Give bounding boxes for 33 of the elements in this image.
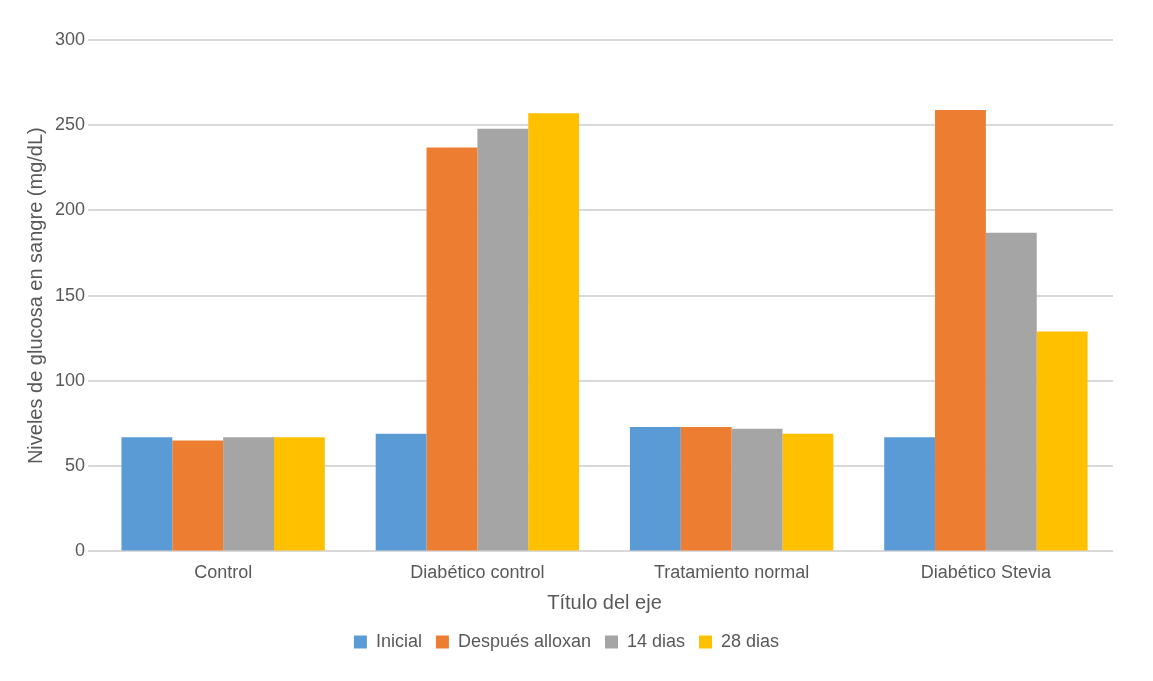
y-tick-label: 50 <box>65 455 86 476</box>
x-tick-label: Diabético control <box>410 562 545 583</box>
bar <box>782 433 834 551</box>
x-tick-label: Diabético Stevia <box>920 562 1052 583</box>
y-tick-label: 0 <box>75 540 86 561</box>
y-tick-label: 300 <box>54 28 86 49</box>
bar <box>223 437 274 551</box>
bar <box>935 109 986 551</box>
bar <box>477 128 529 551</box>
bar <box>426 147 478 551</box>
y-axis-title: Niveles de glucosa en sangre (mg/dL) <box>23 127 46 465</box>
bar <box>680 426 732 551</box>
bar <box>629 426 681 551</box>
bar <box>172 440 224 551</box>
x-tick-label: Tratamiento normal <box>653 562 810 583</box>
x-tick-label: Control <box>194 562 253 583</box>
x-axis-title: Título del eje <box>547 590 662 613</box>
legend-label: 28 dias <box>721 630 780 651</box>
bar <box>528 113 580 551</box>
bar <box>375 433 427 551</box>
y-tick-label: 200 <box>54 199 86 220</box>
bar <box>121 437 173 551</box>
legend-label: Después alloxan <box>457 630 592 651</box>
y-tick-label: 100 <box>54 369 86 390</box>
bar <box>1036 331 1088 551</box>
bar <box>731 428 783 551</box>
y-tick-label: 250 <box>54 114 86 135</box>
legend-label: Inicial <box>375 630 422 651</box>
bar <box>884 437 936 551</box>
bar <box>274 437 325 551</box>
bar <box>985 232 1037 551</box>
legend-label: 14 dias <box>627 630 686 651</box>
y-tick-label: 150 <box>54 284 86 305</box>
